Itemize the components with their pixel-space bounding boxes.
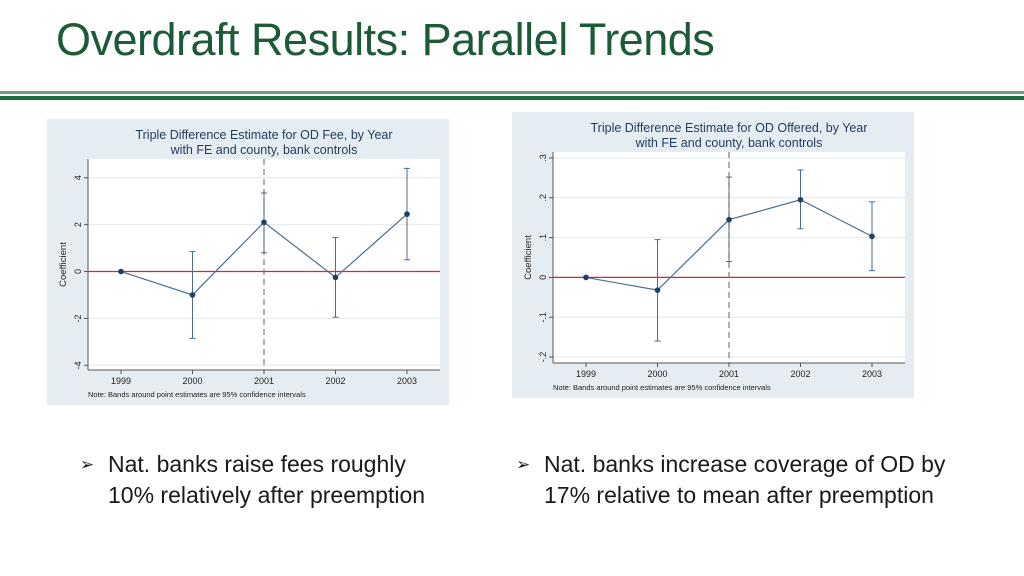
bullet-line: 10% relatively after preemption <box>108 482 426 508</box>
y-tick-label: -.1 <box>538 312 548 323</box>
x-tick-label: 2003 <box>862 369 882 379</box>
data-point <box>118 268 124 275</box>
bullet-text: Nat. banks increase coverage of OD by 17… <box>544 449 945 511</box>
y-tick-label: -.2 <box>538 352 548 363</box>
x-tick-label: 1999 <box>576 369 596 379</box>
chart-note: Note: Bands around point estimates are 9… <box>88 390 306 399</box>
data-point <box>583 274 589 281</box>
data-point <box>261 219 267 226</box>
y-tick-label: 0 <box>538 275 548 280</box>
od-offered-chart-panel: Triple Difference Estimate for OD Offere… <box>512 112 914 398</box>
bullet-line: Nat. banks increase coverage of OD by <box>544 451 946 477</box>
od-fee-chart: Triple Difference Estimate for OD Fee, b… <box>58 128 440 399</box>
chart-title: Triple Difference Estimate for OD Offere… <box>591 121 868 135</box>
x-tick-label: 2002 <box>790 369 810 379</box>
x-tick-label: 1999 <box>111 376 131 386</box>
y-tick-label: .1 <box>538 234 548 242</box>
od-fee-chart-panel: Triple Difference Estimate for OD Fee, b… <box>47 119 449 405</box>
data-point <box>869 233 875 240</box>
chart-title: Triple Difference Estimate for OD Fee, b… <box>135 128 392 142</box>
y-tick-label: 2 <box>73 222 83 227</box>
data-point <box>654 287 661 293</box>
data-point <box>726 216 732 223</box>
x-tick-label: 2003 <box>397 376 417 386</box>
chart-note: Note: Bands around point estimates are 9… <box>553 383 771 392</box>
chart-subtitle: with FE and county, bank controls <box>635 136 823 150</box>
y-axis-label: Coefficient <box>58 242 69 287</box>
y-tick-label: 4 <box>73 175 83 180</box>
x-tick-label: 2000 <box>647 369 667 379</box>
y-tick-label: -2 <box>73 314 83 322</box>
x-tick-label: 2001 <box>254 376 274 386</box>
od-offered-chart: Triple Difference Estimate for OD Offere… <box>523 121 905 392</box>
chart-subtitle: with FE and county, bank controls <box>170 143 358 157</box>
title-divider-thick <box>0 96 1024 100</box>
x-tick-label: 2001 <box>719 369 739 379</box>
x-tick-label: 2002 <box>325 376 345 386</box>
data-point <box>404 211 410 217</box>
y-tick-label: -4 <box>73 361 83 369</box>
bullet-text: Nat. banks raise fees roughly 10% relati… <box>108 449 425 511</box>
bullet-line: 17% relative to mean after preemption <box>544 482 934 508</box>
slide-title: Overdraft Results: Parallel Trends <box>56 14 715 65</box>
y-tick-label: 0 <box>73 269 83 274</box>
y-tick-label: .2 <box>538 194 548 202</box>
data-point <box>189 292 196 298</box>
y-axis-label: Coefficient <box>523 235 534 280</box>
title-divider-thin <box>0 91 1024 94</box>
arrow-bullet-icon: ➢ <box>80 455 95 474</box>
arrow-bullet-icon: ➢ <box>516 455 531 474</box>
bullet-line: Nat. banks raise fees roughly <box>108 451 406 477</box>
x-tick-label: 2000 <box>182 376 202 386</box>
data-point <box>332 274 339 281</box>
data-point <box>797 196 804 203</box>
y-tick-label: .3 <box>538 154 548 162</box>
